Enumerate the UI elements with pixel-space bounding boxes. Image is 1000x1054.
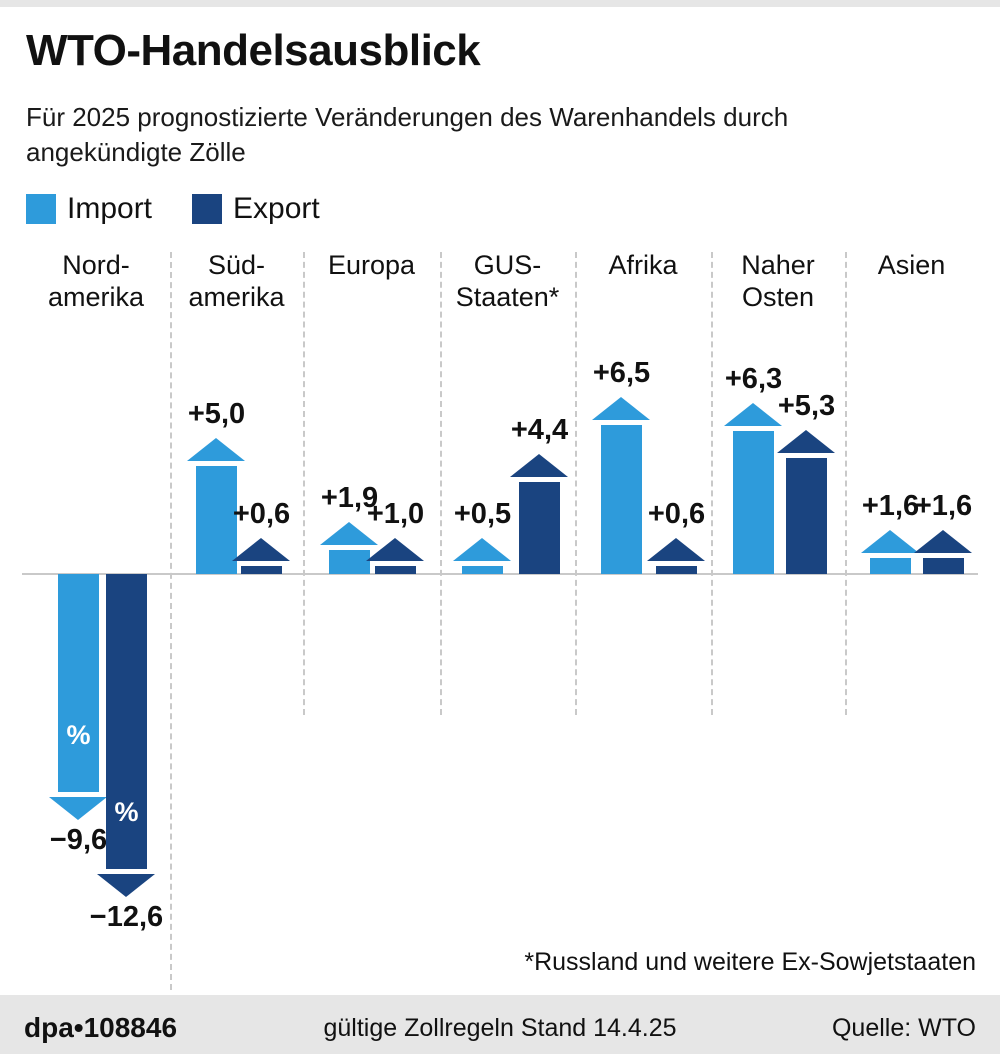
bar-export[interactable]: % −12,6 — [90, 574, 163, 933]
bar-value-label: −12,6 — [89, 900, 164, 933]
legend-swatch-export — [192, 194, 223, 224]
bar-cap-arrow-up-icon — [510, 454, 568, 478]
bar-export[interactable]: +0,6 — [647, 498, 705, 574]
bar-cap-arrow-up-icon — [592, 397, 650, 421]
category-label: GUS- Staaten* — [455, 250, 560, 312]
bar-value-label: +0,6 — [647, 498, 706, 530]
bar-value-label: +1,0 — [366, 498, 425, 530]
bar-value-label: −9,6 — [49, 823, 108, 856]
bar-export[interactable]: +5,3 — [777, 390, 835, 574]
bar-import[interactable]: +1,9 — [320, 482, 378, 574]
bar-body — [106, 574, 147, 869]
bar-body — [329, 550, 370, 574]
chart-footnote: *Russland und weitere Ex-Sowjetstaaten — [524, 948, 976, 976]
bar-body — [656, 566, 697, 574]
page-subtitle: Für 2025 prognostizierte Veränderungen d… — [26, 102, 789, 167]
bar-value-label: +1,6 — [914, 490, 973, 523]
bar-cap-arrow-up-icon — [366, 538, 424, 561]
bar-body — [196, 466, 237, 574]
bar-body — [870, 558, 911, 574]
bar-body — [462, 566, 503, 574]
bar-value-label: +6,5 — [592, 357, 651, 390]
bar-value-label: +6,3 — [724, 362, 783, 395]
bar-body — [58, 574, 99, 792]
legend-item-import: Import — [26, 194, 152, 224]
top-strip — [0, 0, 1000, 7]
chart-legend: Import Export — [26, 194, 320, 224]
bar-body — [733, 430, 774, 574]
bar-value-label: +4,4 — [510, 414, 569, 447]
bar-value-label: +0,6 — [232, 498, 291, 530]
footer-source: Quelle: WTO — [831, 1014, 976, 1042]
bar-cap-arrow-down-icon — [97, 873, 155, 897]
category-label: Nord- amerika — [47, 250, 145, 312]
category-label: Afrika — [608, 250, 678, 280]
zero-axis-line — [22, 573, 978, 575]
page-title: WTO-Handelsausblick — [26, 26, 481, 75]
bar-cap-arrow-up-icon — [914, 530, 972, 554]
legend-label-export: Export — [233, 192, 320, 225]
bar-cap-arrow-up-icon — [647, 538, 705, 561]
bar-value-label: +1,6 — [861, 490, 920, 523]
category-separator — [711, 252, 713, 715]
bar-unit-label: % — [66, 719, 91, 750]
category-separator — [440, 252, 442, 715]
footer-credit: dpa•108846 — [24, 1012, 178, 1043]
bar-value-label: +0,5 — [453, 498, 512, 530]
bar-cap-arrow-down-icon — [49, 796, 107, 820]
bar-export[interactable]: +0,6 — [232, 498, 290, 574]
bar-cap-arrow-up-icon — [861, 530, 919, 554]
category-label: Süd- amerika — [188, 250, 285, 312]
bar-export[interactable]: +4,4 — [510, 414, 568, 574]
bar-body — [375, 566, 416, 574]
category-label: Asien — [877, 250, 946, 280]
bar-body — [923, 558, 964, 574]
legend-item-export: Export — [192, 194, 320, 224]
legend-label-import: Import — [67, 192, 153, 225]
category-separator — [170, 252, 172, 990]
bar-import[interactable]: +0,5 — [453, 498, 511, 574]
bar-value-label: +5,3 — [777, 389, 836, 422]
bar-import[interactable]: % −9,6 — [49, 574, 107, 856]
bar-value-label: +5,0 — [187, 398, 246, 430]
bar-import[interactable]: +6,5 — [592, 357, 650, 574]
bar-import[interactable]: +1,6 — [861, 490, 919, 574]
bar-export[interactable]: +1,0 — [366, 498, 424, 574]
bar-import[interactable]: +5,0 — [187, 398, 245, 574]
category-label: Europa — [327, 250, 416, 280]
bar-cap-arrow-up-icon — [320, 522, 378, 546]
bar-value-label: +1,9 — [320, 482, 379, 515]
category-label: Naher Osten — [741, 250, 815, 312]
bar-cap-arrow-up-icon — [187, 438, 245, 461]
category-separator — [845, 252, 847, 715]
bar-cap-arrow-up-icon — [724, 402, 782, 426]
bar-body — [519, 482, 560, 574]
bar-body — [601, 425, 642, 574]
bar-body — [786, 457, 827, 574]
category-separator — [303, 252, 305, 715]
legend-swatch-import — [26, 194, 56, 224]
bar-unit-label: % — [114, 796, 139, 827]
category-separator — [575, 252, 577, 715]
footer-bar — [0, 995, 1000, 1054]
bar-body — [241, 566, 282, 574]
bar-cap-arrow-up-icon — [453, 538, 511, 561]
bar-cap-arrow-up-icon — [777, 429, 835, 453]
bar-export[interactable]: +1,6 — [914, 490, 972, 574]
bar-cap-arrow-up-icon — [232, 538, 290, 561]
bar-import[interactable]: +6,3 — [724, 363, 782, 574]
footer-center-note: gültige Zollregeln Stand 14.4.25 — [323, 1014, 677, 1042]
